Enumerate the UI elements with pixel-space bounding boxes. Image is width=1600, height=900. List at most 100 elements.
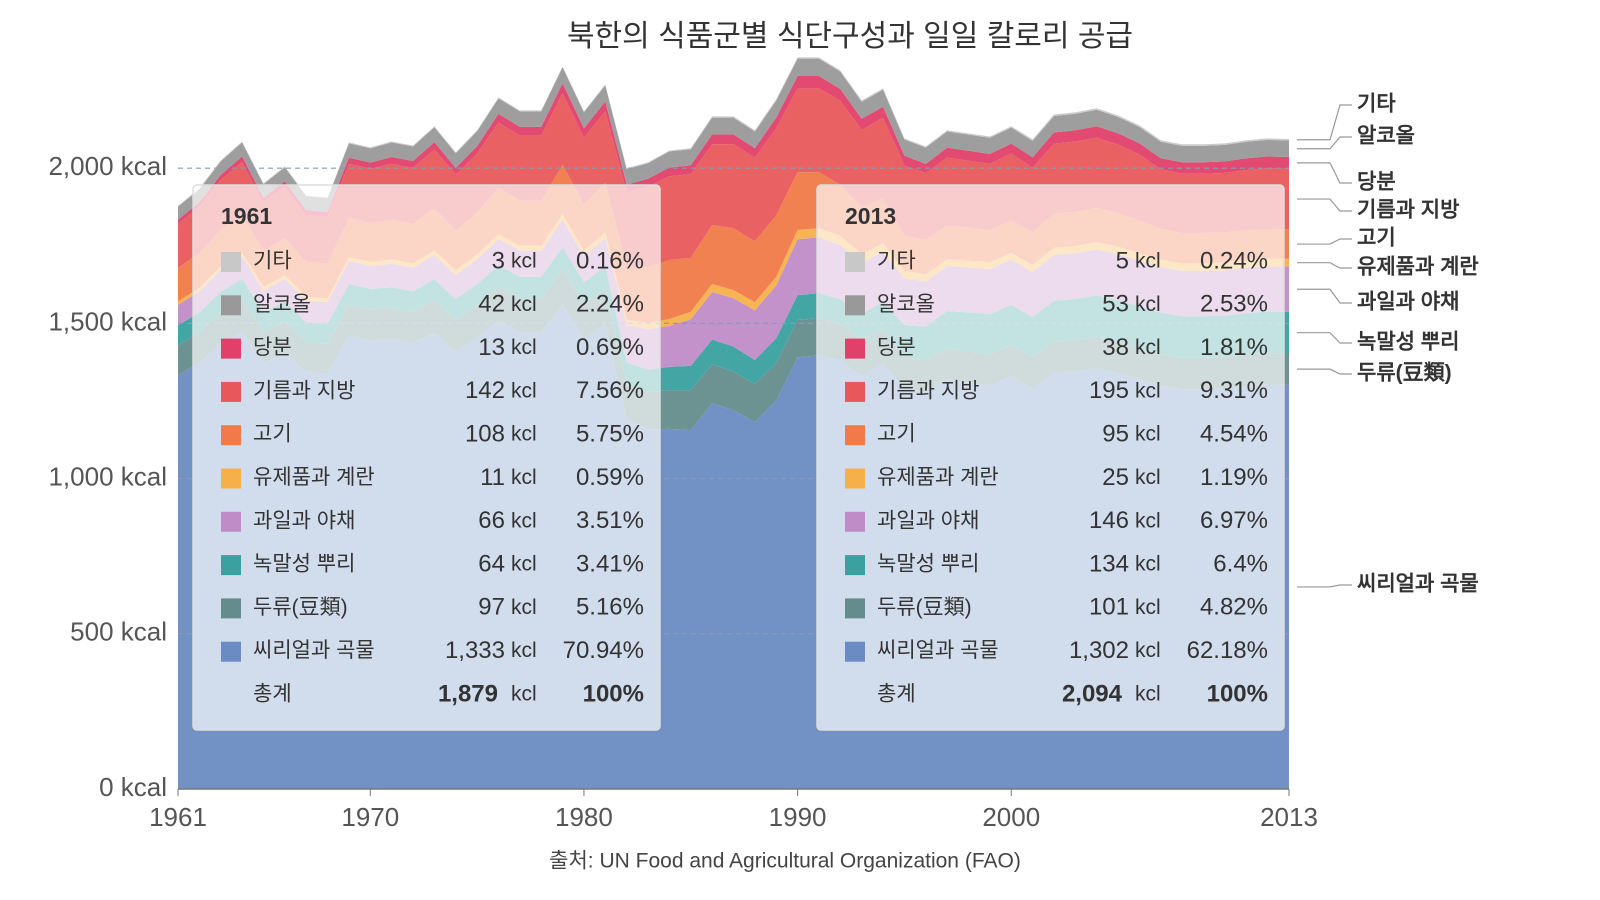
row-unit: kcl	[1135, 336, 1161, 359]
total-unit: kcl	[511, 683, 537, 706]
swatch	[845, 555, 865, 576]
row-name: 기름과 지방	[253, 379, 355, 402]
swatch	[845, 598, 865, 619]
swatch	[845, 641, 865, 662]
table-year: 2013	[845, 203, 896, 229]
row-value: 142	[465, 377, 505, 404]
swatch	[221, 252, 241, 272]
row-value: 66	[478, 507, 505, 534]
row-share: 0.59%	[576, 464, 644, 491]
row-value: 134	[1089, 550, 1129, 577]
row-share: 7.56%	[576, 377, 644, 404]
swatch	[845, 295, 865, 316]
row-value: 38	[1102, 334, 1129, 361]
x-tick-label: 2013	[1260, 802, 1318, 832]
row-unit: kcl	[511, 553, 537, 576]
row-name: 두류(豆類)	[877, 596, 972, 619]
row-unit: kcl	[511, 336, 537, 359]
row-share: 4.82%	[1200, 594, 1268, 621]
leader-line	[1297, 584, 1352, 588]
y-tick-label: 500 kcal	[70, 617, 167, 647]
total-share: 100%	[1207, 680, 1268, 707]
row-share: 5.75%	[576, 421, 644, 448]
row-name: 당분	[253, 336, 292, 359]
row-share: 0.24%	[1200, 247, 1268, 274]
row-value: 11	[480, 464, 505, 491]
legend-label: 씨리얼과 곡물	[1357, 573, 1479, 596]
swatch	[221, 555, 241, 576]
row-unit: kcl	[511, 423, 537, 446]
row-share: 5.16%	[576, 594, 644, 621]
row-share: 62.18%	[1187, 637, 1268, 664]
total-value: 2,094	[1062, 680, 1123, 707]
swatch	[845, 468, 865, 489]
row-value: 95	[1102, 421, 1129, 448]
total-unit: kcl	[1135, 683, 1161, 706]
row-share: 2.53%	[1200, 291, 1268, 318]
swatch	[845, 338, 865, 359]
swatch	[845, 425, 865, 446]
table-panel	[816, 184, 1285, 731]
row-value: 53	[1102, 291, 1129, 318]
total-label: 총계	[253, 683, 292, 706]
total-label: 총계	[877, 683, 916, 706]
y-tick-label: 1,500 kcal	[48, 306, 167, 336]
area	[178, 164, 1289, 324]
row-value: 64	[478, 550, 505, 577]
x-tick-label: 1961	[149, 802, 207, 832]
row-value: 13	[478, 334, 505, 361]
legend-label: 녹말성 뿌리	[1357, 331, 1459, 354]
total-value: 1,879	[438, 680, 498, 707]
row-share: 1.81%	[1200, 334, 1268, 361]
row-share: 1.19%	[1200, 464, 1268, 491]
row-name: 유제품과 계란	[253, 466, 375, 489]
swatch	[845, 252, 865, 272]
row-share: 6.4%	[1213, 550, 1268, 577]
row-name: 당분	[877, 336, 916, 359]
table-panel	[192, 184, 661, 731]
row-unit: kcl	[1135, 639, 1161, 662]
row-name: 기타	[877, 250, 916, 273]
legend-label: 고기	[1357, 227, 1396, 250]
row-share: 2.24%	[576, 291, 644, 318]
row-unit: kcl	[511, 293, 537, 316]
legend-label: 당분	[1357, 171, 1396, 194]
swatch	[845, 511, 865, 532]
row-unit: kcl	[1135, 250, 1161, 273]
row-name: 과일과 야채	[253, 509, 355, 532]
row-name: 과일과 야채	[877, 509, 979, 532]
leader-line	[1297, 198, 1352, 212]
row-value: 3	[492, 247, 505, 274]
leader-line	[1297, 104, 1352, 141]
row-name: 두류(豆類)	[253, 596, 348, 619]
row-share: 0.16%	[576, 247, 644, 274]
swatch	[221, 295, 241, 316]
legend-label: 유제품과 계란	[1357, 256, 1479, 279]
row-unit: kcl	[1135, 509, 1161, 532]
row-value: 42	[478, 291, 505, 318]
row-unit: kcl	[511, 509, 537, 532]
row-share: 70.94%	[563, 637, 644, 664]
leader-line	[1297, 368, 1352, 375]
swatch	[845, 381, 865, 402]
swatch	[221, 425, 241, 446]
row-name: 알코올	[877, 293, 935, 316]
row-value: 1,302	[1069, 637, 1129, 664]
x-tick-label: 1980	[555, 802, 613, 832]
swatch	[221, 641, 241, 662]
source: 출처: UN Food and Agricultural Organizatio…	[549, 850, 1021, 873]
row-name: 기름과 지방	[877, 379, 979, 402]
row-share: 0.69%	[576, 334, 644, 361]
leader-line	[1297, 136, 1352, 150]
row-share: 9.31%	[1200, 377, 1268, 404]
leader-line	[1297, 288, 1352, 304]
row-share: 3.51%	[576, 507, 644, 534]
row-unit: kcl	[1135, 553, 1161, 576]
row-share: 3.41%	[576, 550, 644, 577]
x-tick-label: 1990	[769, 802, 827, 832]
table-year: 1961	[221, 203, 272, 229]
row-value: 97	[478, 594, 505, 621]
row-unit: kcl	[1135, 423, 1161, 446]
row-share: 4.54%	[1200, 421, 1268, 448]
